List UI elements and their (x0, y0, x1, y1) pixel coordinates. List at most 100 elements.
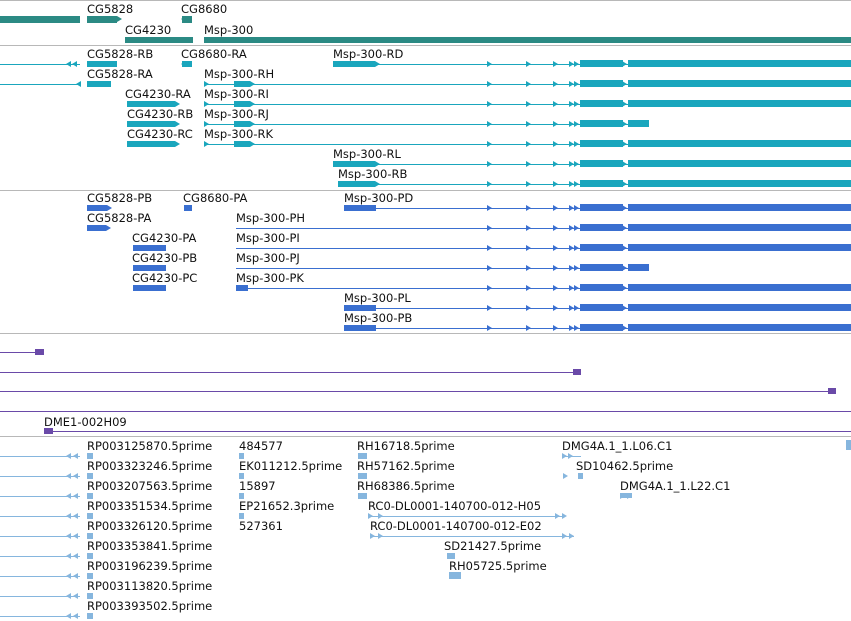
protein-exon[interactable] (236, 285, 248, 291)
protein-exon[interactable] (87, 205, 107, 211)
transcript-label[interactable]: CG5828-RB (87, 47, 154, 61)
transcript-label[interactable]: Msp-300-RL (333, 147, 401, 161)
gene-feature[interactable] (204, 37, 851, 43)
transcript-label[interactable]: CG4230-RA (125, 87, 191, 101)
est-label[interactable]: RH05725.5prime (449, 559, 547, 573)
est-label[interactable]: 484577 (239, 439, 283, 453)
transcript-label[interactable]: CG5828-RA (87, 67, 153, 81)
transcript-exon[interactable] (333, 61, 375, 67)
protein-label[interactable]: CG4230-PA (132, 231, 197, 245)
est-block[interactable] (846, 440, 851, 450)
est-block[interactable] (87, 613, 93, 619)
est-label[interactable]: 527361 (239, 519, 283, 533)
est-block[interactable] (578, 473, 583, 479)
protein-exon[interactable] (580, 284, 623, 291)
gene-label[interactable]: CG4230 (125, 23, 172, 37)
protein-exon[interactable] (87, 225, 106, 231)
protein-exon[interactable] (580, 224, 623, 231)
protein-exon[interactable] (628, 244, 851, 251)
est-label[interactable]: 15897 (239, 479, 276, 493)
est-block[interactable] (87, 553, 93, 559)
protein-exon[interactable] (580, 264, 623, 271)
est-block[interactable] (358, 493, 367, 499)
transcript-exon[interactable] (628, 80, 851, 87)
est-label[interactable]: DMG4A.1_1.L22.C1 (620, 479, 731, 493)
transcript-exon[interactable] (628, 100, 851, 107)
est-label[interactable]: RH57162.5prime (357, 459, 455, 473)
est-block[interactable] (358, 453, 367, 459)
protein-exon[interactable] (344, 305, 376, 311)
est-label[interactable]: RP003323246.5prime (87, 459, 213, 473)
est-label[interactable]: RH16718.5prime (357, 439, 455, 453)
protein-label[interactable]: Msp-300-PB (344, 311, 413, 325)
est-block[interactable] (87, 493, 93, 499)
protein-exon[interactable] (580, 304, 623, 311)
protein-label[interactable]: CG5828-PB (87, 191, 153, 205)
transcript-exon[interactable] (87, 81, 111, 87)
cdna-block[interactable] (828, 388, 836, 394)
transcript-label[interactable]: CG4230-RC (127, 127, 193, 141)
protein-exon[interactable] (344, 205, 376, 211)
est-block[interactable] (620, 493, 632, 498)
protein-exon[interactable] (580, 324, 623, 331)
est-block[interactable] (358, 473, 367, 479)
transcript-exon[interactable] (580, 80, 623, 87)
est-block[interactable] (239, 473, 244, 479)
protein-label[interactable]: CG8680-PA (183, 191, 248, 205)
protein-label[interactable]: CG4230-PC (132, 271, 198, 285)
protein-exon[interactable] (133, 265, 166, 271)
est-block[interactable] (87, 453, 93, 459)
est-block[interactable] (449, 572, 461, 579)
est-block[interactable] (87, 593, 93, 599)
transcript-exon[interactable] (580, 180, 623, 187)
transcript-exon[interactable] (338, 181, 375, 187)
est-block[interactable] (87, 473, 93, 479)
protein-label[interactable]: Msp-300-PH (236, 211, 306, 225)
transcript-exon[interactable] (234, 101, 250, 107)
est-label[interactable]: RP003353841.5prime (87, 539, 213, 553)
gene-feature[interactable] (0, 16, 80, 23)
protein-label[interactable]: Msp-300-PI (236, 231, 300, 245)
protein-label[interactable]: Msp-300-PK (236, 271, 304, 285)
gene-label[interactable]: Msp-300 (204, 23, 254, 37)
transcript-exon[interactable] (234, 81, 250, 87)
transcript-exon[interactable] (580, 60, 623, 67)
transcript-exon[interactable] (628, 140, 851, 147)
transcript-exon[interactable] (87, 61, 117, 67)
protein-label[interactable]: CG4230-PB (132, 251, 198, 265)
protein-label[interactable]: Msp-300-PL (344, 291, 411, 305)
est-label[interactable]: SD10462.5prime (576, 459, 674, 473)
est-label[interactable]: RP003113820.5prime (87, 579, 213, 593)
transcript-exon[interactable] (628, 180, 851, 187)
est-label[interactable]: RC0-DL0001-140700-012-E02 (370, 519, 542, 533)
est-block[interactable] (87, 513, 93, 519)
transcript-label[interactable]: Msp-300-RJ (204, 107, 269, 121)
protein-label[interactable]: Msp-300-PD (344, 191, 414, 205)
transcript-exon[interactable] (628, 120, 649, 127)
gene-label[interactable]: CG8680 (181, 2, 228, 16)
est-label[interactable]: EP21652.3prime (239, 499, 335, 513)
transcript-label[interactable]: Msp-300-RD (333, 47, 404, 61)
cdna-label[interactable]: DME1-002H09 (44, 415, 127, 429)
transcript-label[interactable]: CG8680-RA (181, 47, 247, 61)
gene-label[interactable]: CG5828 (87, 2, 134, 16)
est-label[interactable]: RP003207563.5prime (87, 479, 213, 493)
transcript-exon[interactable] (580, 160, 623, 167)
protein-exon[interactable] (628, 284, 851, 291)
protein-exon[interactable] (628, 224, 851, 231)
gene-feature[interactable] (182, 16, 192, 23)
est-block[interactable] (87, 533, 93, 539)
cdna-block[interactable] (35, 349, 44, 355)
protein-exon[interactable] (628, 304, 851, 311)
protein-label[interactable]: Msp-300-PJ (236, 251, 300, 265)
transcript-label[interactable]: CG4230-RB (127, 107, 194, 121)
protein-exon[interactable] (184, 205, 192, 211)
protein-exon[interactable] (580, 204, 623, 211)
protein-exon[interactable] (133, 285, 166, 291)
est-label[interactable]: RP003326120.5prime (87, 519, 213, 533)
gene-feature[interactable] (125, 37, 193, 43)
transcript-exon[interactable] (234, 121, 250, 127)
est-label[interactable]: RP003351534.5prime (87, 499, 213, 513)
est-block[interactable] (87, 573, 93, 579)
est-block[interactable] (239, 453, 244, 459)
